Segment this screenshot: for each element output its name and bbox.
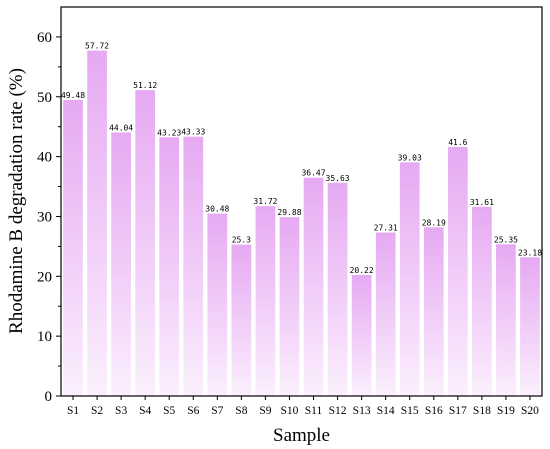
data-label-s19: 25.35 — [494, 235, 518, 244]
x-tick-label-s2: S2 — [91, 405, 103, 417]
bar-s3 — [111, 132, 131, 396]
data-labels-group: 49.48 57.72 44.04 51.12 43.23 43.33 30.48 25.3 3… — [61, 42, 542, 275]
data-label-s17: 41.6 — [448, 138, 467, 147]
x-tick-label-s14: S14 — [377, 405, 395, 417]
bar-s19 — [496, 244, 516, 396]
y-axis-title: Rhodamine B degradation rate (%) — [6, 68, 27, 334]
y-axis: 0 10 20 30 40 50 60 — [37, 30, 61, 405]
data-label-s6: 43.33 — [181, 128, 205, 137]
y-tick-label-60: 60 — [37, 30, 52, 46]
bar-s4 — [135, 90, 156, 396]
data-label-s7: 30.48 — [205, 205, 229, 214]
x-tick-label-s15: S15 — [401, 405, 419, 417]
x-tick-label-s4: S4 — [139, 405, 151, 417]
y-tick-label-10: 10 — [37, 329, 52, 345]
x-tick-label-s18: S18 — [473, 405, 491, 417]
x-tick-label-s12: S12 — [329, 405, 347, 417]
bar-s17 — [447, 147, 468, 396]
x-axis: S1 S2 S3 S4 S5 S6 S7 S8 S9 S10 S11 S12 S13 S14 S15 S16 S… — [67, 396, 539, 417]
x-tick-label-s10: S10 — [281, 405, 299, 417]
bar-s5 — [159, 137, 180, 396]
bar-s6 — [183, 136, 204, 396]
x-tick-label-s20: S20 — [521, 405, 539, 417]
bar-s18 — [472, 206, 492, 396]
data-label-s5: 43.23 — [157, 128, 181, 137]
data-label-s9: 31.72 — [253, 197, 277, 206]
data-label-s2: 57.72 — [85, 42, 109, 51]
bar-s12 — [327, 182, 348, 396]
bar-s8 — [231, 244, 252, 396]
data-label-s13: 20.22 — [350, 266, 374, 275]
bar-s2 — [87, 50, 107, 397]
x-tick-label-s7: S7 — [211, 405, 223, 417]
data-label-s18: 31.61 — [470, 198, 494, 207]
bar-s20 — [520, 257, 540, 396]
bars-group — [63, 50, 540, 397]
y-tick-label-50: 50 — [37, 90, 52, 106]
bar-s14 — [375, 232, 396, 396]
x-tick-label-s8: S8 — [235, 405, 247, 417]
data-label-s14: 27.31 — [374, 224, 398, 233]
data-label-s15: 39.03 — [398, 153, 422, 162]
data-label-s20: 23.18 — [518, 248, 542, 257]
data-label-s4: 51.12 — [133, 81, 157, 90]
bar-s13 — [351, 274, 372, 396]
x-axis-title: Sample — [273, 425, 330, 446]
x-tick-label-s6: S6 — [187, 405, 199, 417]
x-tick-label-s19: S19 — [497, 405, 515, 417]
data-label-s12: 35.63 — [326, 174, 350, 183]
y-tick-label-0: 0 — [45, 389, 53, 405]
x-tick-label-s5: S5 — [163, 405, 175, 417]
x-tick-label-s16: S16 — [425, 405, 443, 417]
bar-s15 — [399, 162, 420, 396]
y-tick-label-20: 20 — [37, 269, 52, 285]
x-tick-label-s9: S9 — [259, 405, 271, 417]
bar-s10 — [279, 217, 300, 396]
data-label-s1: 49.48 — [61, 91, 85, 100]
y-tick-label-40: 40 — [37, 150, 52, 166]
bar-s16 — [423, 227, 444, 396]
x-tick-label-s3: S3 — [115, 405, 127, 417]
x-tick-label-s17: S17 — [449, 405, 467, 417]
data-label-s8: 25.3 — [232, 236, 251, 245]
y-tick-label-30: 30 — [37, 209, 52, 225]
bar-s11 — [303, 177, 324, 396]
bar-s9 — [255, 206, 276, 396]
plot-frame — [60, 6, 543, 397]
x-tick-label-s1: S1 — [67, 405, 79, 417]
data-label-s3: 44.04 — [109, 123, 133, 132]
x-tick-label-s11: S11 — [305, 405, 323, 417]
bar-s1 — [63, 99, 83, 397]
data-label-s10: 29.88 — [277, 208, 301, 217]
data-label-s16: 28.19 — [422, 218, 446, 227]
bar-s7 — [207, 213, 228, 396]
data-label-s11: 36.47 — [301, 169, 325, 178]
x-tick-label-s13: S13 — [353, 405, 371, 417]
